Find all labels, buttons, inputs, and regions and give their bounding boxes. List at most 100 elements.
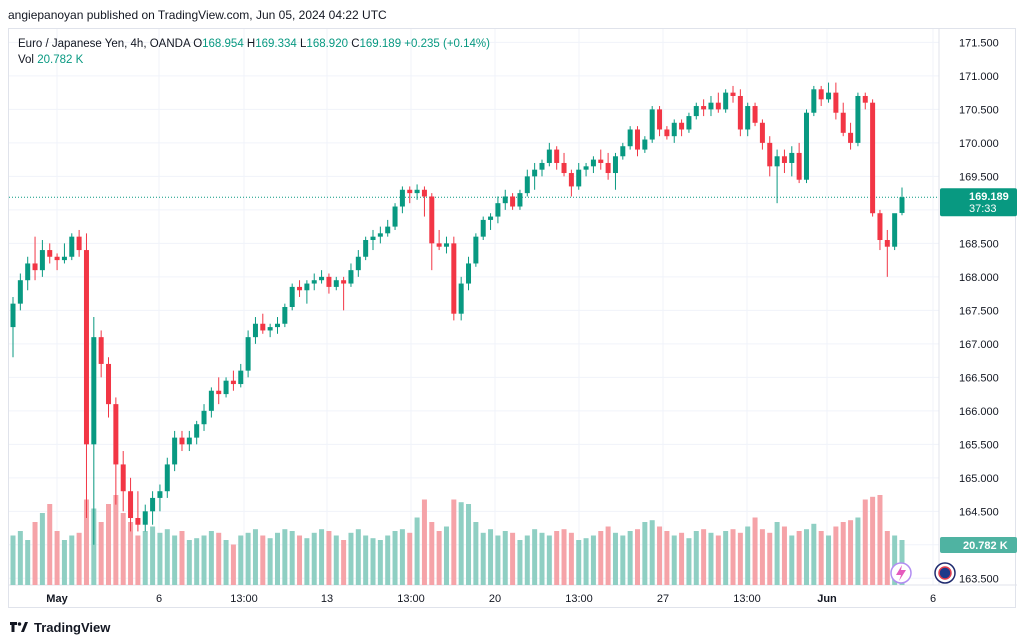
y-tick-label: 168.000 <box>959 272 999 284</box>
volume-bar <box>223 540 229 585</box>
volume-bar <box>69 535 75 585</box>
volume-bar <box>840 522 846 585</box>
volume-bar <box>399 529 405 585</box>
volume-bar <box>252 529 258 585</box>
candle-body <box>635 129 641 150</box>
volume-bar <box>348 532 354 585</box>
candle-body <box>789 152 795 163</box>
candle-body <box>576 169 582 187</box>
candle-body <box>612 156 618 174</box>
candle-body <box>407 189 413 194</box>
lightning-bolt-icon <box>896 565 906 581</box>
candle-body <box>311 280 317 284</box>
close-label: C <box>351 38 360 50</box>
candle-body <box>502 196 508 204</box>
candle-body <box>355 256 361 271</box>
volume-bar <box>657 526 663 585</box>
y-tick-label: 166.500 <box>959 372 999 384</box>
y-tick-label: 166.000 <box>959 406 999 418</box>
volume-bar <box>289 531 295 585</box>
volume-bar <box>304 538 310 585</box>
candle-body <box>642 139 648 150</box>
volume-bar <box>311 532 317 585</box>
candle-body <box>473 236 479 264</box>
volume-bar <box>370 538 376 585</box>
volume-bar <box>576 540 582 585</box>
candle-body <box>568 173 574 187</box>
volume-bar <box>811 523 817 585</box>
close-value: 169.189 <box>359 38 402 50</box>
candle-body <box>164 464 170 492</box>
price-chart[interactable]: 171.500171.000170.500170.000169.500169.0… <box>9 29 1017 609</box>
volume-bar <box>789 535 795 585</box>
open-value: 168.954 <box>202 38 244 50</box>
volume-bar <box>480 532 486 585</box>
volume-bar <box>635 529 641 585</box>
candle-body <box>554 149 560 163</box>
candle-body <box>98 337 104 364</box>
candle-body <box>186 437 192 445</box>
candle-body <box>39 250 45 271</box>
candle-body <box>598 159 604 163</box>
candle-body <box>539 162 545 170</box>
volume-bar <box>708 532 714 585</box>
candle-body <box>715 102 721 110</box>
volume-bar <box>884 531 890 585</box>
candle-body <box>686 116 692 130</box>
price-tag-value: 169.189 <box>969 191 1009 203</box>
volume-bar <box>201 535 207 585</box>
y-tick-label: 167.000 <box>959 339 999 351</box>
change-value: +0.235 (+0.14%) <box>404 38 490 50</box>
candle-body <box>524 176 530 194</box>
candle-body <box>377 233 383 237</box>
candle-body <box>458 283 464 314</box>
volume-bar <box>803 529 809 585</box>
volume-bar <box>774 522 780 585</box>
y-tick-label: 171.500 <box>959 37 999 49</box>
candle-body <box>803 112 809 180</box>
candle-body <box>304 283 310 291</box>
candle-body <box>657 109 663 130</box>
candle-body <box>61 256 67 261</box>
candle-body <box>781 156 787 163</box>
y-tick-label: 163.500 <box>959 573 999 585</box>
candle-body <box>664 129 670 137</box>
candle-body <box>54 256 60 261</box>
candle-body <box>899 197 905 213</box>
open-label: O <box>193 38 203 50</box>
candle-body <box>289 286 295 307</box>
candle-body <box>113 404 119 465</box>
volume-bar <box>546 535 552 585</box>
footer-brand[interactable]: TradingView <box>10 620 110 635</box>
x-tick-label: Jun <box>817 593 837 605</box>
volume-bar <box>83 499 89 585</box>
y-tick-label: 168.500 <box>959 238 999 250</box>
volume-bar <box>142 531 148 585</box>
candle-body <box>671 122 677 137</box>
volume-bar <box>326 531 332 585</box>
candle-body <box>737 95 743 130</box>
candle-body <box>429 196 435 244</box>
x-tick-label: 6 <box>156 593 162 605</box>
volume-bar <box>759 529 765 585</box>
volume-bar <box>870 496 876 585</box>
volume-bar <box>855 517 861 585</box>
symbol-name[interactable]: Euro / Japanese Yen, 4h, OANDA <box>18 38 190 50</box>
candle-body <box>392 206 398 227</box>
candle-body <box>723 92 729 110</box>
volume-bar <box>443 526 449 585</box>
volume-bar <box>186 540 192 585</box>
candle-body <box>83 250 89 445</box>
candle-body <box>855 95 861 143</box>
volume-bar <box>826 535 832 585</box>
candle-body <box>590 159 596 167</box>
chart-frame[interactable]: 171.500171.000170.500170.000169.500169.0… <box>8 28 1017 609</box>
volume-bar <box>693 531 699 585</box>
candle-body <box>826 92 832 100</box>
candle-body <box>752 106 758 123</box>
candle-body <box>532 169 538 177</box>
candle-body <box>47 250 53 257</box>
volume-bar <box>524 535 530 585</box>
volume-bar <box>54 531 60 585</box>
y-tick-label: 170.500 <box>959 104 999 116</box>
